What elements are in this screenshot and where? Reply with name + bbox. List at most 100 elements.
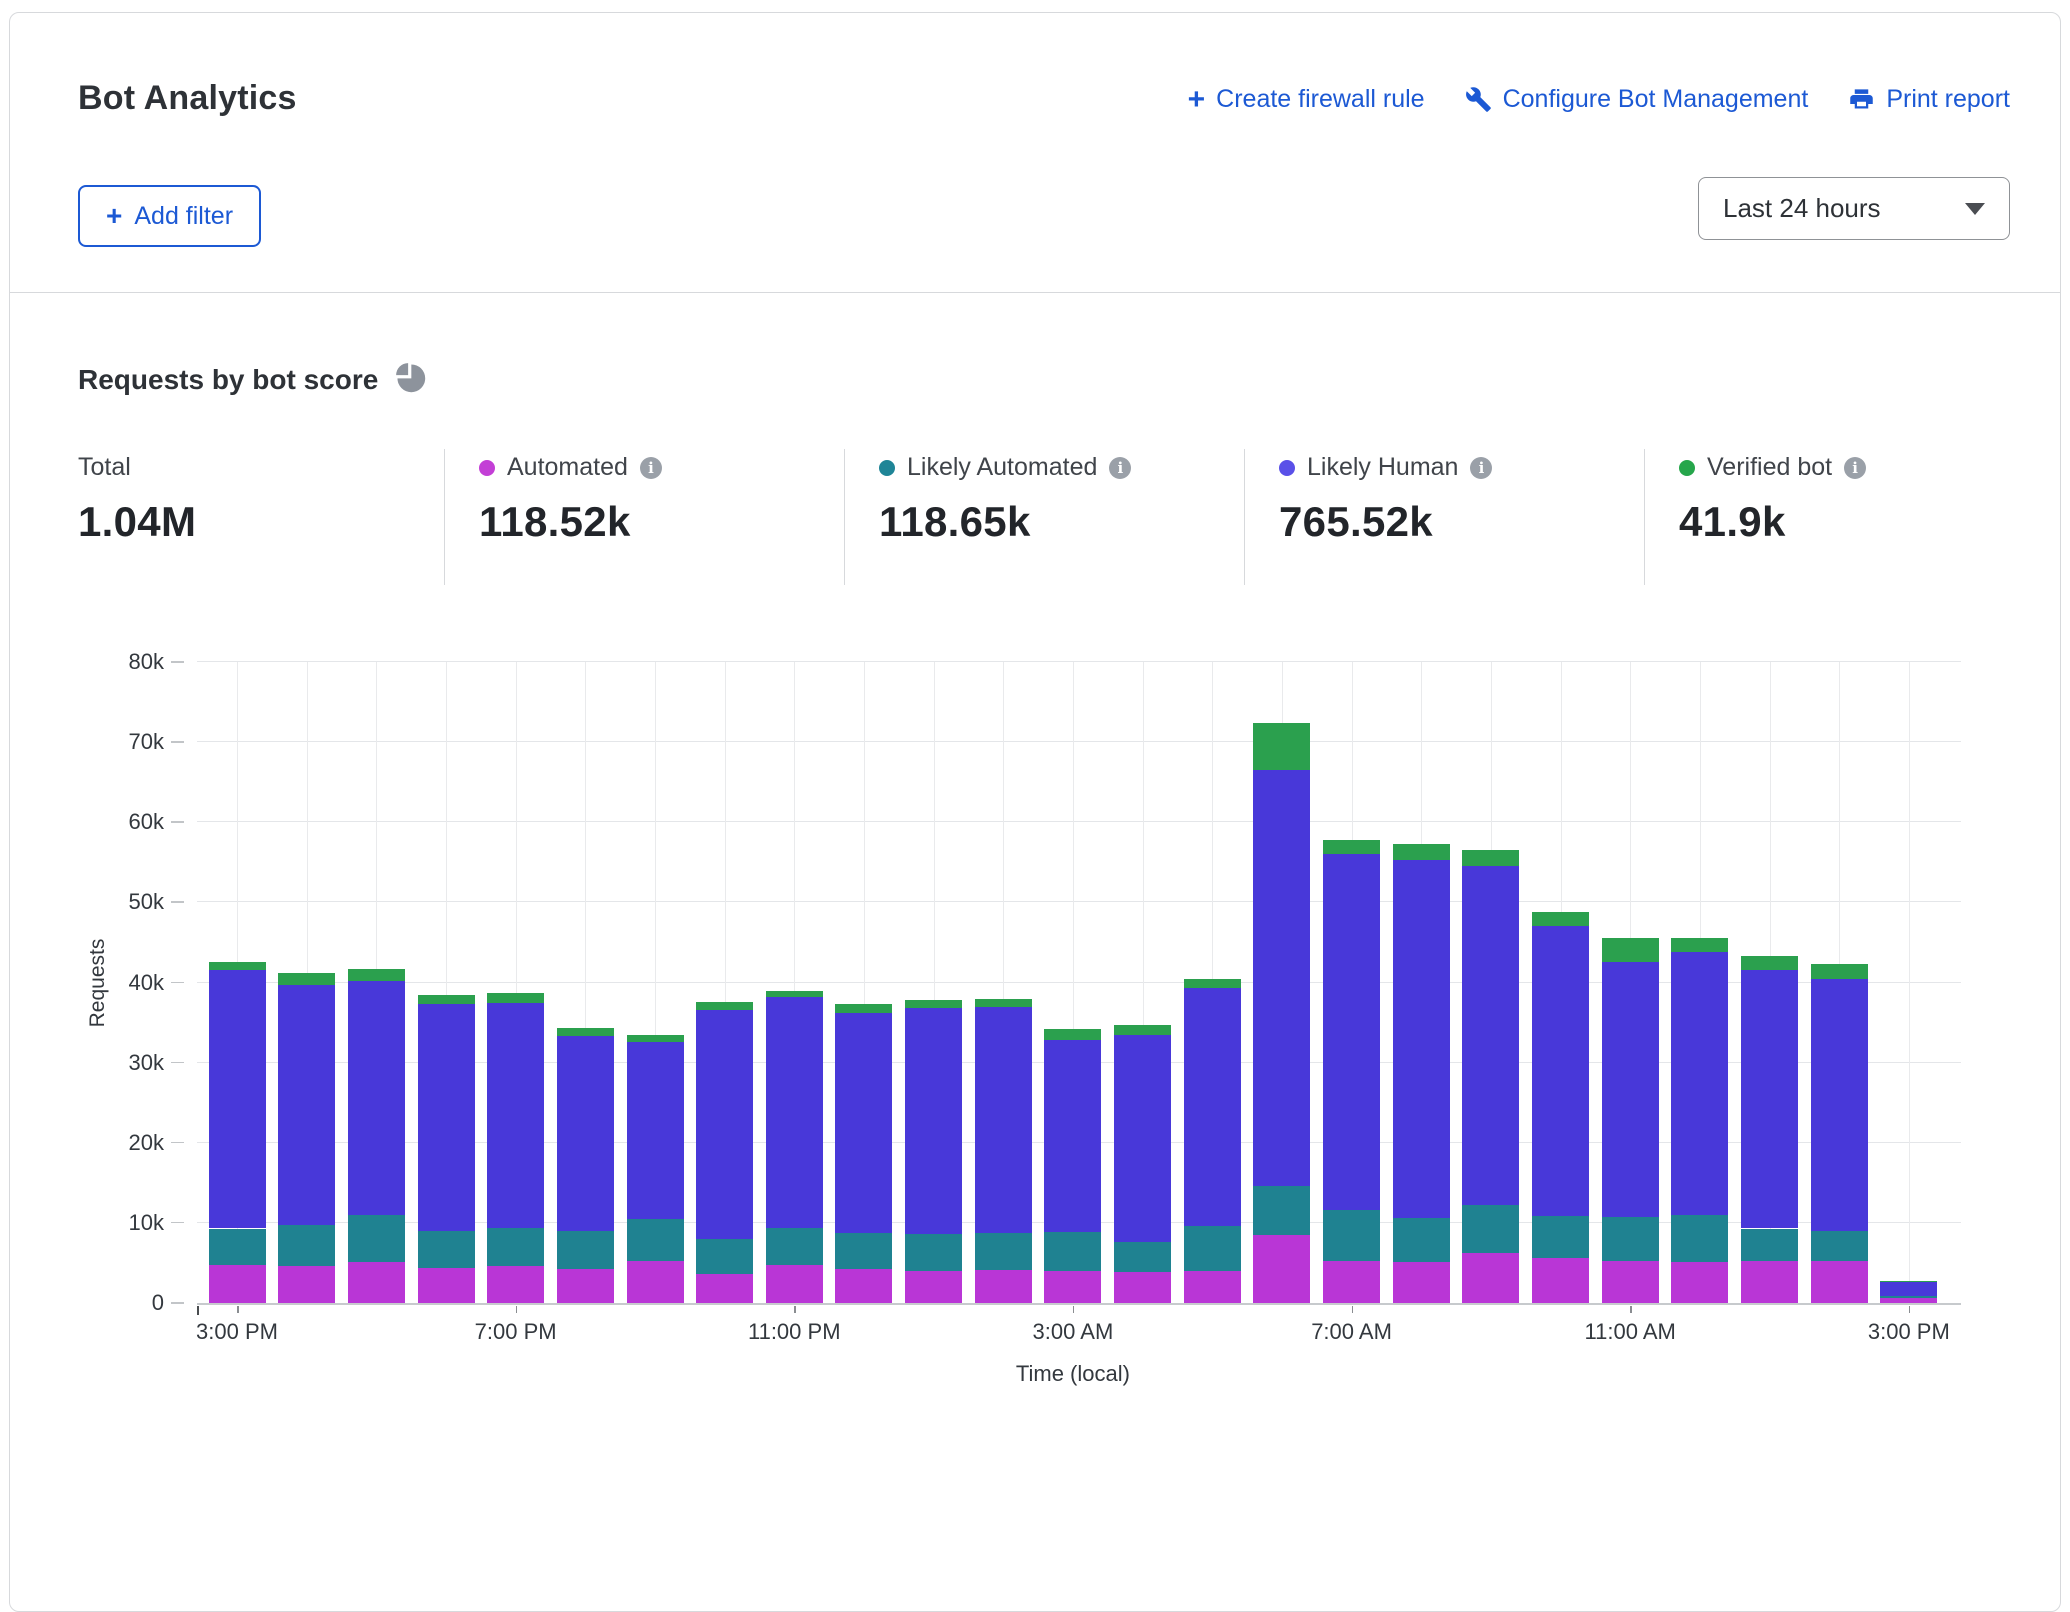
bar-segment[interactable] — [1880, 1282, 1937, 1296]
bar-100am[interactable] — [905, 1000, 962, 1303]
bar-segment[interactable] — [975, 1270, 1032, 1303]
info-icon[interactable]: i — [1844, 457, 1866, 479]
print-report-link[interactable]: Print report — [1848, 85, 2010, 114]
bar-segment[interactable] — [1811, 964, 1868, 979]
bar-segment[interactable] — [418, 1004, 475, 1231]
bar-segment[interactable] — [1462, 1205, 1519, 1252]
bar-segment[interactable] — [348, 1215, 405, 1262]
bar-segment[interactable] — [1811, 1231, 1868, 1261]
bar-segment[interactable] — [487, 1003, 544, 1229]
bar-segment[interactable] — [209, 962, 266, 971]
bar-segment[interactable] — [1323, 1261, 1380, 1303]
bar-700pm[interactable] — [487, 993, 544, 1303]
bar-segment[interactable] — [1671, 1262, 1728, 1303]
bar-1200pm[interactable] — [1671, 938, 1728, 1303]
bar-segment[interactable] — [975, 1007, 1032, 1234]
bar-segment[interactable] — [1602, 1217, 1659, 1260]
bar-segment[interactable] — [835, 1004, 892, 1013]
bar-segment[interactable] — [1114, 1035, 1171, 1243]
bar-segment[interactable] — [557, 1231, 614, 1269]
bar-segment[interactable] — [278, 1225, 335, 1266]
bar-segment[interactable] — [1184, 979, 1241, 989]
bar-800pm[interactable] — [557, 1028, 614, 1303]
bar-segment[interactable] — [557, 1028, 614, 1036]
bar-segment[interactable] — [1393, 844, 1450, 860]
bar-1100am[interactable] — [1602, 938, 1659, 1303]
bar-segment[interactable] — [209, 1265, 266, 1303]
bar-segment[interactable] — [696, 1274, 753, 1303]
bar-segment[interactable] — [278, 973, 335, 985]
bar-segment[interactable] — [766, 1265, 823, 1303]
bar-800am[interactable] — [1393, 844, 1450, 1303]
bar-segment[interactable] — [1532, 1216, 1589, 1258]
bar-700am[interactable] — [1323, 840, 1380, 1303]
bar-segment[interactable] — [1462, 1253, 1519, 1303]
bar-segment[interactable] — [696, 1002, 753, 1010]
bar-segment[interactable] — [975, 999, 1032, 1007]
bar-segment[interactable] — [1741, 970, 1798, 1229]
bar-segment[interactable] — [905, 1000, 962, 1008]
bar-segment[interactable] — [209, 970, 266, 1228]
bar-segment[interactable] — [278, 985, 335, 1225]
bar-segment[interactable] — [1602, 1261, 1659, 1303]
bar-segment[interactable] — [1880, 1296, 1937, 1298]
bar-segment[interactable] — [1811, 979, 1868, 1231]
bar-segment[interactable] — [1114, 1272, 1171, 1303]
bar-segment[interactable] — [1323, 840, 1380, 854]
bar-segment[interactable] — [905, 1008, 962, 1234]
bar-segment[interactable] — [905, 1271, 962, 1303]
bar-900am[interactable] — [1462, 850, 1519, 1303]
bar-segment[interactable] — [905, 1234, 962, 1271]
bar-segment[interactable] — [1253, 770, 1310, 1186]
bar-segment[interactable] — [1253, 1235, 1310, 1303]
bar-segment[interactable] — [1044, 1232, 1101, 1271]
bar-400am[interactable] — [1114, 1025, 1171, 1303]
bar-segment[interactable] — [278, 1266, 335, 1303]
bar-segment[interactable] — [1671, 1215, 1728, 1262]
bar-segment[interactable] — [209, 1229, 266, 1265]
bar-segment[interactable] — [418, 995, 475, 1004]
bar-segment[interactable] — [1741, 956, 1798, 970]
bar-segment[interactable] — [418, 1231, 475, 1268]
bar-segment[interactable] — [348, 981, 405, 1215]
bar-segment[interactable] — [1323, 854, 1380, 1210]
bar-300am[interactable] — [1044, 1029, 1101, 1303]
bar-1100pm[interactable] — [766, 991, 823, 1303]
bar-segment[interactable] — [557, 1036, 614, 1231]
bar-segment[interactable] — [487, 1228, 544, 1266]
bar-segment[interactable] — [487, 1266, 544, 1303]
bar-900pm[interactable] — [627, 1035, 684, 1303]
bar-segment[interactable] — [1044, 1040, 1101, 1232]
bar-600am[interactable] — [1253, 723, 1310, 1303]
bar-segment[interactable] — [1671, 938, 1728, 952]
bar-segment[interactable] — [487, 993, 544, 1003]
bar-segment[interactable] — [1044, 1271, 1101, 1303]
create-firewall-rule-link[interactable]: + Create firewall rule — [1188, 85, 1425, 114]
bar-segment[interactable] — [1532, 1258, 1589, 1303]
bar-1000am[interactable] — [1532, 912, 1589, 1303]
bar-400pm[interactable] — [278, 973, 335, 1303]
bar-segment[interactable] — [1184, 988, 1241, 1226]
bar-segment[interactable] — [1671, 952, 1728, 1215]
configure-bot-management-link[interactable]: Configure Bot Management — [1465, 85, 1809, 114]
bar-segment[interactable] — [1114, 1242, 1171, 1272]
bar-segment[interactable] — [766, 997, 823, 1228]
bar-segment[interactable] — [1393, 1218, 1450, 1262]
bar-segment[interactable] — [1462, 866, 1519, 1206]
bar-segment[interactable] — [1602, 962, 1659, 1217]
bar-segment[interactable] — [835, 1233, 892, 1270]
bar-segment[interactable] — [1532, 926, 1589, 1216]
bar-segment[interactable] — [1253, 1186, 1310, 1235]
bar-segment[interactable] — [835, 1013, 892, 1233]
bar-segment[interactable] — [766, 991, 823, 997]
bar-segment[interactable] — [348, 969, 405, 981]
bar-segment[interactable] — [766, 1228, 823, 1266]
info-icon[interactable]: i — [1470, 457, 1492, 479]
bar-segment[interactable] — [696, 1010, 753, 1239]
bar-100pm[interactable] — [1741, 956, 1798, 1303]
info-icon[interactable]: i — [1109, 457, 1131, 479]
bar-segment[interactable] — [627, 1042, 684, 1219]
bar-segment[interactable] — [1741, 1229, 1798, 1262]
bar-segment[interactable] — [1602, 938, 1659, 962]
bar-1200am[interactable] — [835, 1004, 892, 1303]
